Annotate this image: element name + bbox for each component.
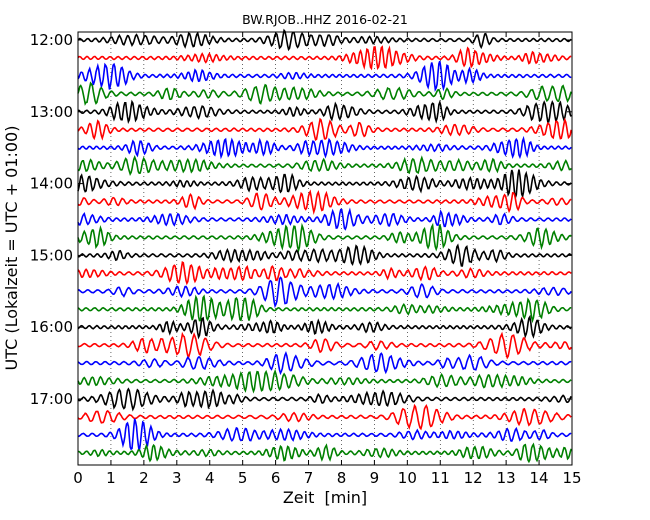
x-tick-label: 10: [398, 469, 417, 487]
plot-frame: [77, 31, 573, 466]
trace-line: [77, 45, 572, 71]
x-tick-label: 3: [172, 469, 182, 487]
x-tick-label: 15: [562, 469, 581, 487]
trace-line: [77, 117, 572, 142]
trace-line: [77, 155, 572, 177]
trace-line: [77, 276, 572, 309]
x-tick-label: 7: [304, 469, 314, 487]
trace-line: [77, 418, 572, 452]
trace-line: [77, 28, 572, 52]
y-tick-label: 16:00: [30, 318, 73, 336]
trace-line: [77, 294, 572, 324]
x-axis-label: Zeit [min]: [283, 488, 367, 507]
trace-line: [77, 81, 572, 106]
trace-line: [77, 169, 572, 201]
x-tick-label: 2: [139, 469, 149, 487]
trace-line: [77, 314, 572, 340]
trace-line: [77, 331, 572, 360]
trace-line: [77, 135, 572, 160]
y-tick-label: 15:00: [30, 246, 73, 264]
trace-line: [77, 189, 572, 215]
trace-line: [77, 243, 572, 267]
x-tick-label: 1: [106, 469, 116, 487]
x-tick-label: 11: [431, 469, 450, 487]
x-tick-label: 13: [497, 469, 516, 487]
y-axis: 12:00 13:00 14:00 15:00 16:00 17:00: [30, 31, 572, 408]
trace-line: [77, 350, 572, 376]
x-tick-label: 14: [530, 469, 549, 487]
trace-line: [77, 387, 572, 412]
chart-title: BW.RJOB..HHZ 2016-02-21: [242, 12, 408, 27]
x-tick-label: 12: [464, 469, 483, 487]
x-axis: 0 1 2 3 4 5 6 7 8 9 10 11 12 13 14 15: [73, 32, 582, 487]
x-tick-label: 5: [238, 469, 248, 487]
y-tick-label: 17:00: [30, 390, 73, 408]
trace-line: [77, 207, 572, 231]
trace-line: [77, 261, 572, 286]
x-tick-label: 0: [73, 469, 83, 487]
trace-line: [77, 368, 572, 394]
y-tick-label: 14:00: [30, 175, 73, 193]
y-tick-label: 13:00: [30, 103, 73, 121]
x-tick-label: 8: [337, 469, 347, 487]
trace-line: [77, 99, 572, 124]
trace-line: [77, 222, 572, 254]
trace-line: [77, 403, 572, 431]
trace-line: [77, 60, 572, 92]
trace-line: [77, 442, 572, 464]
trace-group: [77, 28, 572, 464]
x-tick-label: 9: [370, 469, 380, 487]
x-tick-label: 4: [205, 469, 215, 487]
y-axis-label: UTC (Lokalzeit = UTC + 01:00): [2, 126, 21, 371]
x-tick-label: 6: [271, 469, 281, 487]
y-tick-label: 12:00: [30, 31, 73, 49]
